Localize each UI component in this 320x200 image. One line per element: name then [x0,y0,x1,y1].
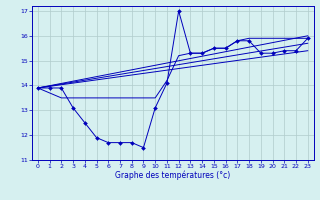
X-axis label: Graphe des températures (°c): Graphe des températures (°c) [115,171,230,180]
